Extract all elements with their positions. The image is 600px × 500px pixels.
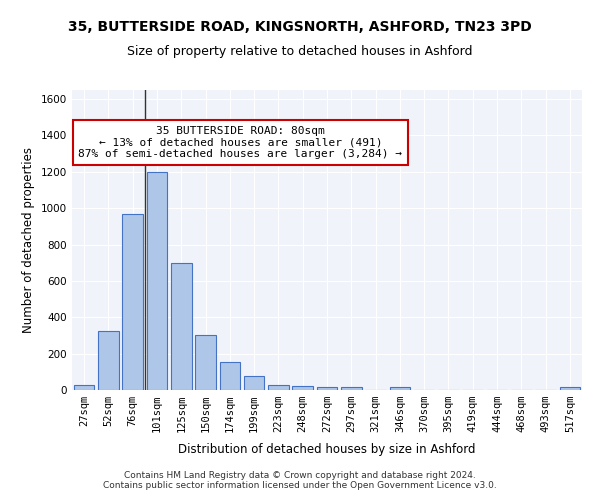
- Y-axis label: Number of detached properties: Number of detached properties: [22, 147, 35, 333]
- Text: Size of property relative to detached houses in Ashford: Size of property relative to detached ho…: [127, 45, 473, 58]
- Text: Contains HM Land Registry data © Crown copyright and database right 2024.
Contai: Contains HM Land Registry data © Crown c…: [103, 470, 497, 490]
- Bar: [146, 172, 167, 390]
- Bar: [244, 376, 265, 390]
- Bar: [171, 262, 191, 390]
- Bar: [122, 214, 143, 390]
- Text: 35 BUTTERSIDE ROAD: 80sqm
← 13% of detached houses are smaller (491)
87% of semi: 35 BUTTERSIDE ROAD: 80sqm ← 13% of detac…: [79, 126, 403, 159]
- Bar: [98, 331, 119, 390]
- Bar: [389, 388, 410, 390]
- Bar: [74, 384, 94, 390]
- Bar: [341, 388, 362, 390]
- Bar: [195, 334, 216, 390]
- Text: 35, BUTTERSIDE ROAD, KINGSNORTH, ASHFORD, TN23 3PD: 35, BUTTERSIDE ROAD, KINGSNORTH, ASHFORD…: [68, 20, 532, 34]
- Bar: [317, 388, 337, 390]
- Bar: [268, 384, 289, 390]
- Bar: [560, 388, 580, 390]
- X-axis label: Distribution of detached houses by size in Ashford: Distribution of detached houses by size …: [178, 444, 476, 456]
- Bar: [292, 386, 313, 390]
- Bar: [220, 362, 240, 390]
